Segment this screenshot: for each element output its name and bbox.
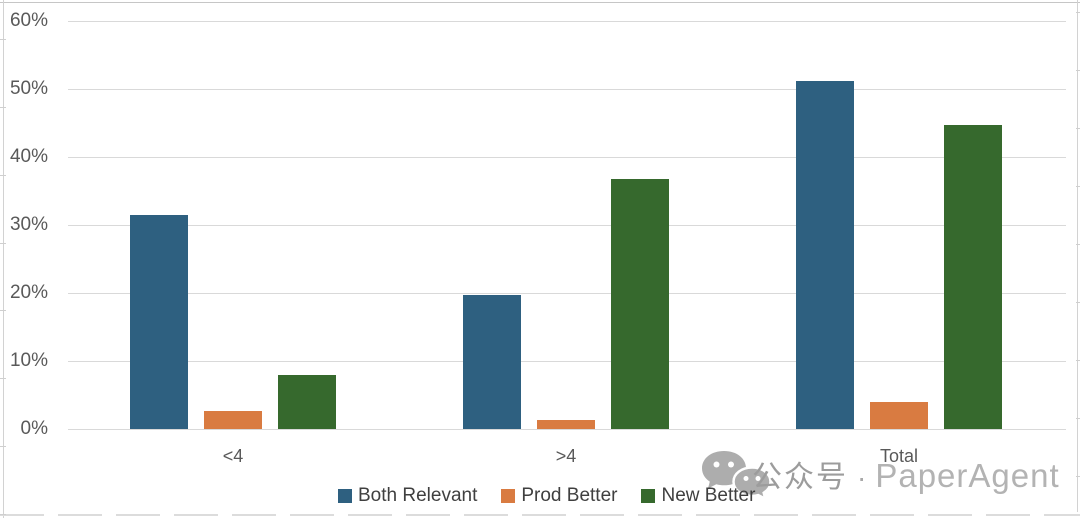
right-frame-tick xyxy=(1076,360,1080,361)
watermark-separator: · xyxy=(857,462,867,493)
left-frame-tick xyxy=(0,446,6,447)
right-frame-tick xyxy=(1076,186,1080,187)
left-frame-tick xyxy=(0,175,6,176)
right-frame-tick xyxy=(1076,418,1080,419)
y-tick-label-60%: 60% xyxy=(9,10,48,31)
left-frame-tick xyxy=(0,243,6,244)
y-tick-label-0%: 0% xyxy=(20,418,48,439)
bar-both-relevant-Total xyxy=(796,80,854,429)
right-frame-tick xyxy=(1076,302,1080,303)
left-frame-tick xyxy=(0,378,6,379)
wechat-small-bubble xyxy=(732,466,772,502)
legend-label: Prod Better xyxy=(521,485,618,506)
right-frame-tick xyxy=(1076,244,1080,245)
legend-swatch-icon xyxy=(338,489,352,503)
legend-item-new-better: New Better xyxy=(641,486,755,506)
legend-swatch-icon xyxy=(501,489,516,503)
bar-both-relevant->4 xyxy=(463,295,521,429)
y-tick-label-40%: 40% xyxy=(9,146,48,167)
bar-prod-better-<4 xyxy=(204,411,262,429)
bar-new-better->4 xyxy=(611,178,669,429)
bar-new-better-<4 xyxy=(278,375,336,429)
gridline-50% xyxy=(68,88,1066,90)
watermark: 公众号 · PaperAgent xyxy=(752,452,1060,496)
bar-prod-better-Total xyxy=(870,402,928,429)
legend-item-both-relevant: Both Relevant xyxy=(338,486,477,506)
legend-label: Both Relevant xyxy=(358,485,478,506)
bar-both-relevant-<4 xyxy=(130,214,188,429)
x-category-label->4: >4 xyxy=(555,446,577,466)
frame-top-border xyxy=(0,2,1080,3)
left-frame-tick xyxy=(0,514,6,515)
left-frame-tick xyxy=(0,310,6,311)
y-tick-label-20%: 20% xyxy=(9,282,48,303)
frame-bottom-dashed-border xyxy=(0,514,1080,516)
watermark-cn-text: 公众号 xyxy=(752,461,848,494)
left-frame-tick xyxy=(0,39,6,40)
gridline-0% xyxy=(68,428,1066,430)
gridline-10% xyxy=(68,360,1066,362)
y-tick-label-30%: 30% xyxy=(9,214,48,235)
x-category-label-Total: Total xyxy=(879,446,919,466)
legend-item-prod-better: Prod Better xyxy=(501,486,617,506)
bar-prod-better->4 xyxy=(537,420,595,429)
gridline-40% xyxy=(68,156,1066,158)
right-frame-tick xyxy=(1076,476,1080,477)
right-frame-tick xyxy=(1076,70,1080,71)
bar-new-better-Total xyxy=(944,125,1002,429)
y-tick-label-10%: 10% xyxy=(9,350,48,371)
legend-label: New Better xyxy=(661,485,756,506)
gridline-20% xyxy=(68,292,1066,294)
gridline-60% xyxy=(68,20,1066,22)
legend: Both Relevant Prod Better New Better xyxy=(338,486,755,506)
x-category-label-<4: <4 xyxy=(222,446,244,466)
frame-left-border xyxy=(3,0,4,518)
left-frame-tick xyxy=(0,107,6,108)
gridline-30% xyxy=(68,224,1066,226)
watermark-en-text: PaperAgent xyxy=(875,457,1060,494)
right-frame-tick xyxy=(1076,128,1080,129)
frame-right-border xyxy=(1077,0,1078,512)
legend-swatch-icon xyxy=(641,489,656,503)
right-frame-tick xyxy=(1076,12,1080,13)
wechat-icon xyxy=(702,451,772,502)
y-tick-label-50%: 50% xyxy=(9,78,48,99)
